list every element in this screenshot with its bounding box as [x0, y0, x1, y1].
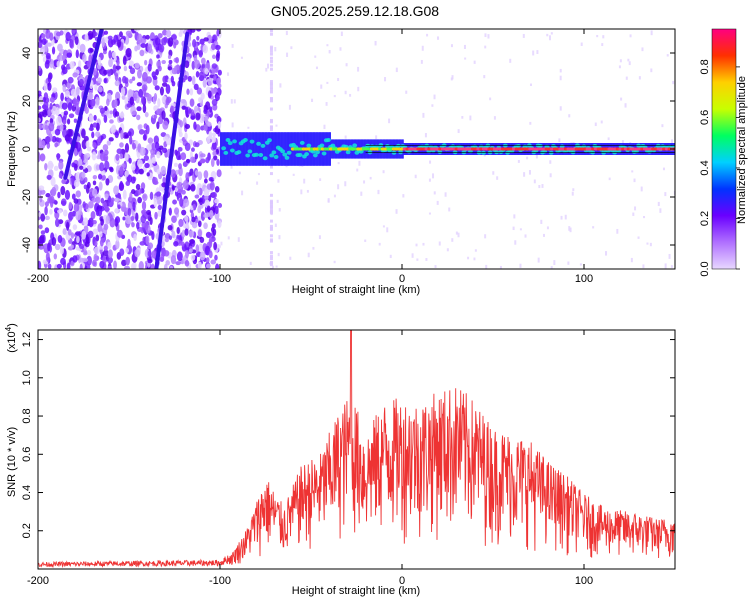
spectrogram-y-label: Frequency (Hz) [6, 111, 18, 187]
y-tick-label: 1.2 [21, 332, 33, 347]
snr-content [37, 329, 676, 569]
snr-x-ticks: -200 -100 0 100 [27, 330, 593, 587]
spectrogram-y-ticks: -40 -20 0 20 40 [21, 47, 675, 253]
satellite-track [154, 31, 190, 269]
snr-y-ticks: 0.2 0.4 0.6 0.8 1.0 1.2 [21, 332, 675, 538]
x-tick-label: 0 [399, 273, 405, 285]
spectrogram-content [38, 29, 675, 269]
colorbar-tick-label: 0.0 [699, 261, 711, 276]
y-tick-label: 0.8 [21, 408, 33, 423]
x-tick-label: -100 [209, 575, 231, 587]
y-tick-label: 0.2 [21, 523, 33, 538]
x-tick-label: 0 [399, 575, 405, 587]
y-tick-label: 0 [21, 146, 33, 152]
snr-y-label: SNR (10 * v/v) [6, 427, 18, 497]
colorbar-scale [711, 28, 737, 270]
x-tick-label: 100 [575, 273, 593, 285]
colorbar-tick-label: 0.4 [699, 160, 711, 175]
spectrogram-signal-band [220, 132, 675, 166]
x-tick-label: -200 [27, 575, 49, 587]
colorbar-tick-label: 0.8 [699, 59, 711, 74]
snr-panel: -200 -100 0 100 0.2 0.4 0.6 0.8 1.0 1.2 Height o… [4, 323, 676, 597]
x-tick-label: -100 [209, 273, 231, 285]
x-tick-label: 100 [575, 575, 593, 587]
y-tick-label: 20 [21, 95, 33, 107]
spectrogram-x-label: Height of straight line (km) [292, 284, 420, 296]
x-tick-label: -200 [27, 273, 49, 285]
colorbar-label: Normalized spectral amplitude [736, 76, 748, 224]
figure-title: GN05.2025.259.12.18.G08 [271, 3, 439, 19]
y-tick-label: -20 [21, 189, 33, 205]
colorbar-ticks: 0.0 0.2 0.4 0.6 0.8 [699, 59, 740, 277]
spectrogram-x-ticks: -200 -100 0 100 [27, 29, 593, 285]
colorbar-tick-label: 0.2 [699, 211, 711, 226]
y-tick-label: 1.0 [21, 370, 33, 385]
snr-series-line [37, 329, 676, 569]
spectrogram-noise-region [38, 29, 675, 269]
colorbar-tick-label: 0.6 [699, 110, 711, 125]
y-tick-label: 40 [21, 47, 33, 59]
y-tick-label: 0.6 [21, 447, 33, 462]
y-tick-label: 0.4 [21, 485, 33, 500]
y-tick-label: -40 [21, 237, 33, 253]
snr-frame [37, 329, 676, 570]
colorbar: 0.0 0.2 0.4 0.6 0.8 Normalized spectral ampl… [699, 28, 748, 277]
snr-x-label: Height of straight line (km) [292, 585, 420, 597]
snr-multiplier: (x104) [4, 323, 18, 353]
satellite-track [63, 29, 104, 180]
